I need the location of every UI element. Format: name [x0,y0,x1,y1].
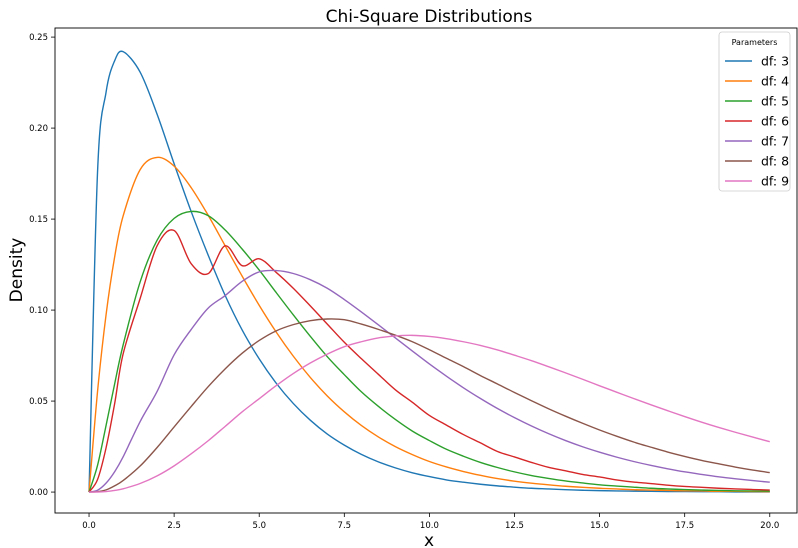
legend-label: df: 5 [761,94,789,109]
x-tick-label: 0.0 [82,521,96,531]
plot-frame [54,27,798,514]
legend-label: df: 8 [761,154,789,169]
legend-box [718,31,791,192]
x-tick-label: 20.0 [760,521,779,531]
legend: Parameters df: 3df: 4df: 5df: 6df: 7df: … [718,31,791,192]
series-line [89,334,770,493]
legend-label: df: 7 [761,134,789,149]
x-tick-label: 10.0 [420,521,439,531]
x-tick-label: 7.5 [338,521,352,531]
legend-items: df: 3 df: 4 df: 5 df: 6 df: 7 df: 8 df: 9 [725,54,789,189]
series-line [88,210,770,493]
y-tick-label: 0.20 [29,124,48,134]
y-tick-label: 0.00 [29,488,48,498]
x-tick-label: 12.5 [505,521,524,531]
legend-label: df: 6 [761,114,789,129]
series-line [88,229,770,493]
x-tick-label: 2.5 [167,521,181,531]
y-tick-label: 0.05 [29,397,48,407]
y-tick-label: 0.10 [29,306,48,316]
series-line [88,50,770,493]
series-line [88,156,770,493]
y-tick-label: 0.15 [29,215,48,225]
x-tick-label: 5.0 [252,521,266,531]
y-tick-label: 0.25 [29,33,48,43]
series-line [89,318,770,493]
y-axis-ticks: 0.00 0.05 0.10 0.15 0.20 0.25 [29,33,55,498]
series-layer [88,50,770,493]
y-axis-label: Density [7,238,27,303]
legend-label: df: 9 [761,174,789,189]
chart-title: Chi-Square Distributions [326,7,533,27]
legend-label: df: 4 [761,74,789,89]
x-axis-ticks: 0.0 2.5 5.0 7.5 10.0 12.5 15.0 17.5 20.0 [82,513,779,531]
legend-title: Parameters [732,38,778,47]
x-axis-label: x [424,531,434,548]
legend-label: df: 3 [761,54,789,69]
series-line [88,269,770,493]
x-tick-label: 15.0 [590,521,609,531]
x-tick-label: 17.5 [675,521,694,531]
